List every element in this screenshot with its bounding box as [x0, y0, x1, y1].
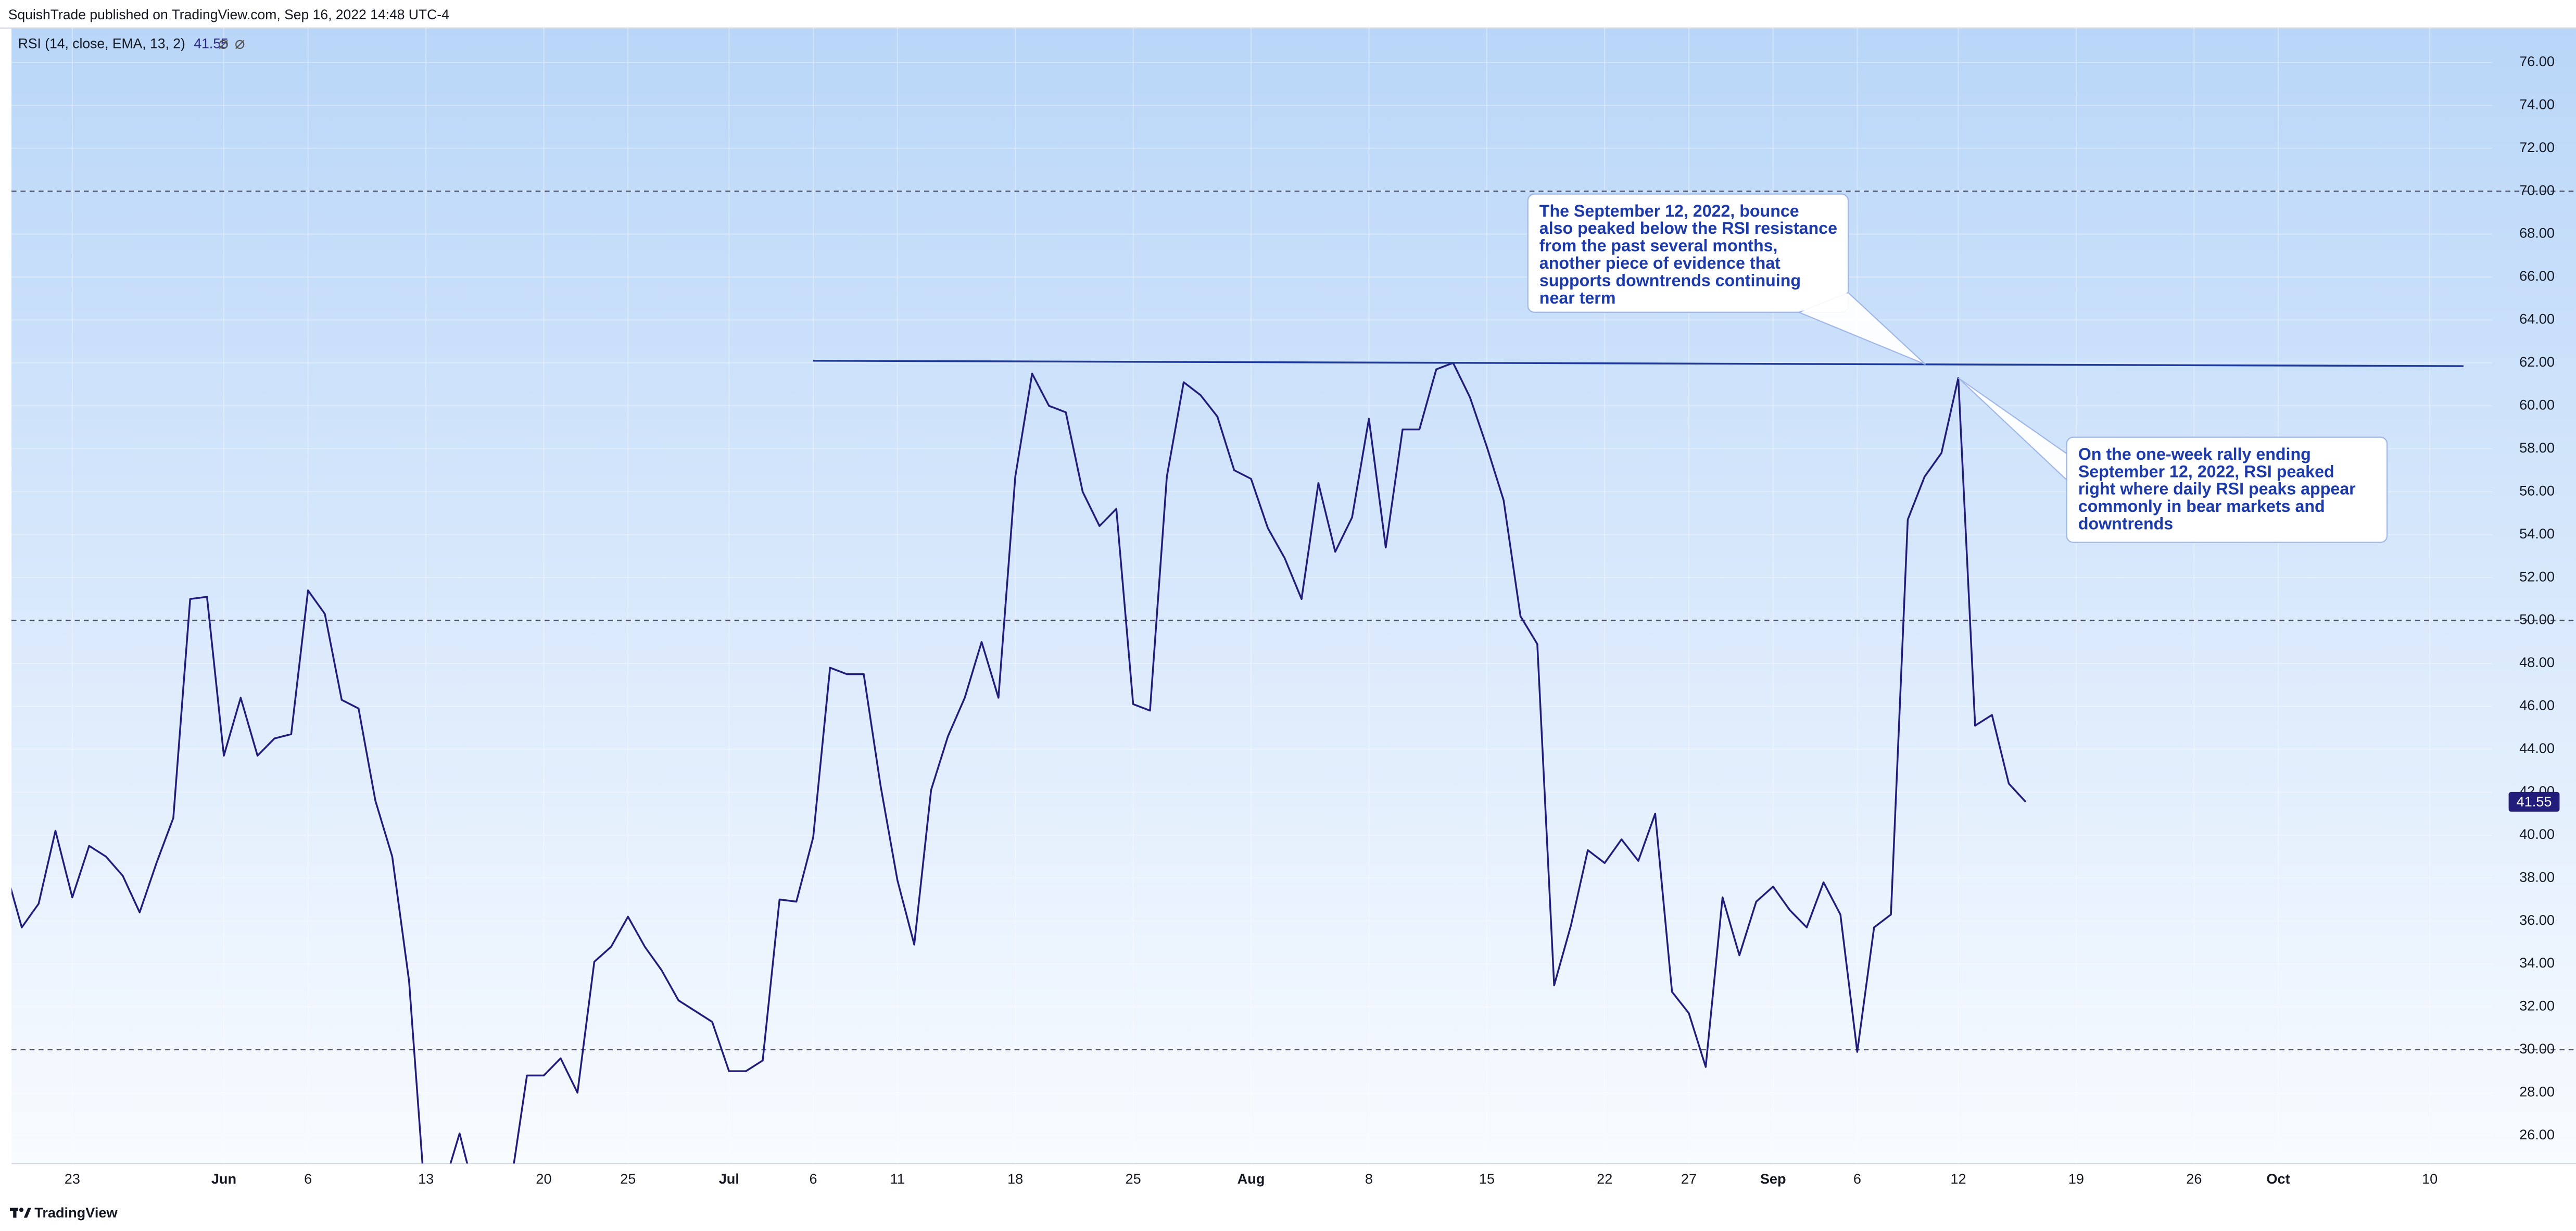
- y-tick-label: 50.00: [2519, 611, 2555, 627]
- y-tick-label: 64.00: [2519, 311, 2555, 327]
- y-tick-label: 70.00: [2519, 182, 2555, 198]
- grid: [11, 28, 2493, 1164]
- annotation-text: The September 12, 2022, bounce: [1539, 202, 1799, 220]
- x-tick-label: 10: [2422, 1171, 2438, 1187]
- annotation-text: supports downtrends continuing: [1539, 271, 1801, 290]
- x-tick-label: 25: [1125, 1171, 1141, 1187]
- y-tick-label: 60.00: [2519, 397, 2555, 413]
- y-tick-label: 30.00: [2519, 1040, 2555, 1057]
- x-tick-label: Sep: [1760, 1171, 1786, 1187]
- x-tick-label: Jul: [719, 1171, 739, 1187]
- y-tick-label: 38.00: [2519, 869, 2555, 885]
- y-tick-label: 68.00: [2519, 225, 2555, 241]
- y-tick-label: 48.00: [2519, 654, 2555, 670]
- y-tick-label: 58.00: [2519, 439, 2555, 456]
- y-tick-label: 56.00: [2519, 482, 2555, 498]
- x-tick-label: Jun: [211, 1171, 236, 1187]
- x-tick-label: 18: [1007, 1171, 1023, 1187]
- y-tick-label: 66.00: [2519, 268, 2555, 284]
- x-tick-label: 6: [809, 1171, 817, 1187]
- y-tick-label: 46.00: [2519, 697, 2555, 713]
- levels: [11, 191, 2576, 1051]
- x-tick-label: 12: [1950, 1171, 1966, 1187]
- y-tick-label: 74.00: [2519, 96, 2555, 112]
- annotation-text: near term: [1539, 288, 1616, 307]
- y-tick-label: 32.00: [2519, 998, 2555, 1014]
- y-tick-label: 54.00: [2519, 525, 2555, 542]
- x-tick-label: 19: [2068, 1171, 2084, 1187]
- x-tick-label: Oct: [2266, 1171, 2290, 1187]
- annotation-text: another piece of evidence that: [1539, 254, 1781, 272]
- legend-name: RSI (14, close, EMA, 13, 2): [18, 35, 185, 51]
- x-tick-label: 6: [1853, 1171, 1861, 1187]
- y-tick-label: 28.00: [2519, 1084, 2555, 1100]
- axes: 26.00 28.00 30.00 32.00 34.00 36.00 38.00 40.00…: [65, 53, 2560, 1187]
- x-tick-label: 27: [1681, 1171, 1697, 1187]
- x-tick-label: 8: [1365, 1171, 1373, 1187]
- x-tick-label: 13: [418, 1171, 434, 1187]
- rsi-line: [11, 362, 2027, 1164]
- annotation-text: September 12, 2022, RSI peaked: [2078, 462, 2334, 481]
- plot: [11, 360, 2464, 1164]
- footer: TradingView: [34, 1204, 118, 1221]
- y-tick-label: 62.00: [2519, 354, 2555, 370]
- x-tick-label: 20: [536, 1171, 551, 1187]
- y-tick-label: 34.00: [2519, 954, 2555, 971]
- callout-pointer: [1958, 377, 2067, 482]
- x-tick-label: 25: [620, 1171, 636, 1187]
- annotation-text: commonly in bear markets and: [2078, 497, 2325, 516]
- x-tick-label: 26: [2186, 1171, 2202, 1187]
- x-tick-label: 23: [65, 1171, 80, 1187]
- y-tick-label: 72.00: [2519, 139, 2555, 155]
- y-tick-label: 52.00: [2519, 568, 2555, 584]
- callout-cover: [2068, 438, 2385, 541]
- footer-logo: [9, 1208, 31, 1218]
- last-value-box: [2508, 792, 2560, 812]
- y-tick-label: 76.00: [2519, 53, 2555, 69]
- plot-background: [11, 28, 2576, 1164]
- x-tick-label: 22: [1597, 1171, 1612, 1187]
- annotation-text: right where daily RSI peaks appear: [2078, 480, 2356, 498]
- y-tick-label: 40.00: [2519, 826, 2555, 842]
- annotation-text: from the past several months,: [1539, 236, 1778, 255]
- legend-icons: [219, 40, 245, 49]
- last-value-label: 41.55: [2517, 794, 2552, 810]
- callout-cover: [1529, 195, 1847, 311]
- annotation-text: downtrends: [2078, 514, 2173, 533]
- x-tick-label: 6: [304, 1171, 312, 1187]
- x-tick-label: 15: [1479, 1171, 1495, 1187]
- y-tick-label: 44.00: [2519, 740, 2555, 756]
- x-tick-label: 11: [890, 1171, 905, 1187]
- trend-line: [813, 360, 2464, 367]
- header: SquishTrade published on TradingView.com…: [8, 7, 449, 22]
- y-tick-label: 26.00: [2519, 1126, 2555, 1142]
- y-tick-label: 36.00: [2519, 912, 2555, 928]
- x-tick-label: Aug: [1238, 1171, 1265, 1187]
- annotation-text: also peaked below the RSI resistance: [1539, 219, 1837, 237]
- annotation-text: On the one-week rally ending: [2078, 445, 2311, 463]
